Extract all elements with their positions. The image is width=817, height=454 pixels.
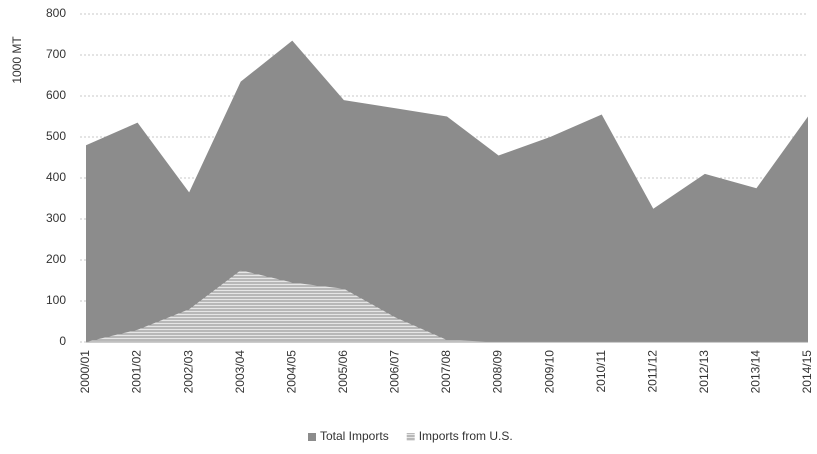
x-tick-label: 2012/13 [697,350,711,394]
y-tick-label: 200 [46,252,66,266]
x-tick-label: 2011/12 [645,350,659,393]
y-tick-label: 800 [46,6,66,20]
x-tick-label: 2004/05 [284,350,298,394]
y-tick-label: 700 [46,47,66,61]
x-tick-label: 2013/14 [749,350,763,394]
legend-swatch [406,433,415,441]
y-axis-label: 1000 MT [10,36,24,84]
x-tick-label: 2010/11 [594,350,608,393]
y-tick-label: 400 [46,170,66,184]
x-tick-label: 2009/10 [542,350,556,394]
area [86,40,808,343]
y-tick-label: 100 [46,293,66,307]
legend-swatch [308,433,316,441]
x-tick-label: 2014/15 [800,350,814,394]
x-tick-label: 2002/03 [181,350,195,394]
legend-label: Imports from U.S. [419,429,513,443]
y-tick-label: 300 [46,211,66,225]
x-tick-label: 2007/08 [439,350,453,394]
x-tick-label: 2001/02 [130,350,144,394]
x-tick-label: 2005/06 [336,350,350,394]
x-tick-label: 2000/01 [78,350,92,394]
y-tick-label: 600 [46,88,66,102]
x-tick-label: 2006/07 [388,350,402,394]
legend-label: Total Imports [320,429,389,443]
x-tick-label: 2008/09 [491,350,505,394]
y-tick-label: 0 [59,334,66,348]
y-tick-label: 500 [46,129,66,143]
area [86,270,808,342]
x-tick-label: 2003/04 [233,350,247,394]
